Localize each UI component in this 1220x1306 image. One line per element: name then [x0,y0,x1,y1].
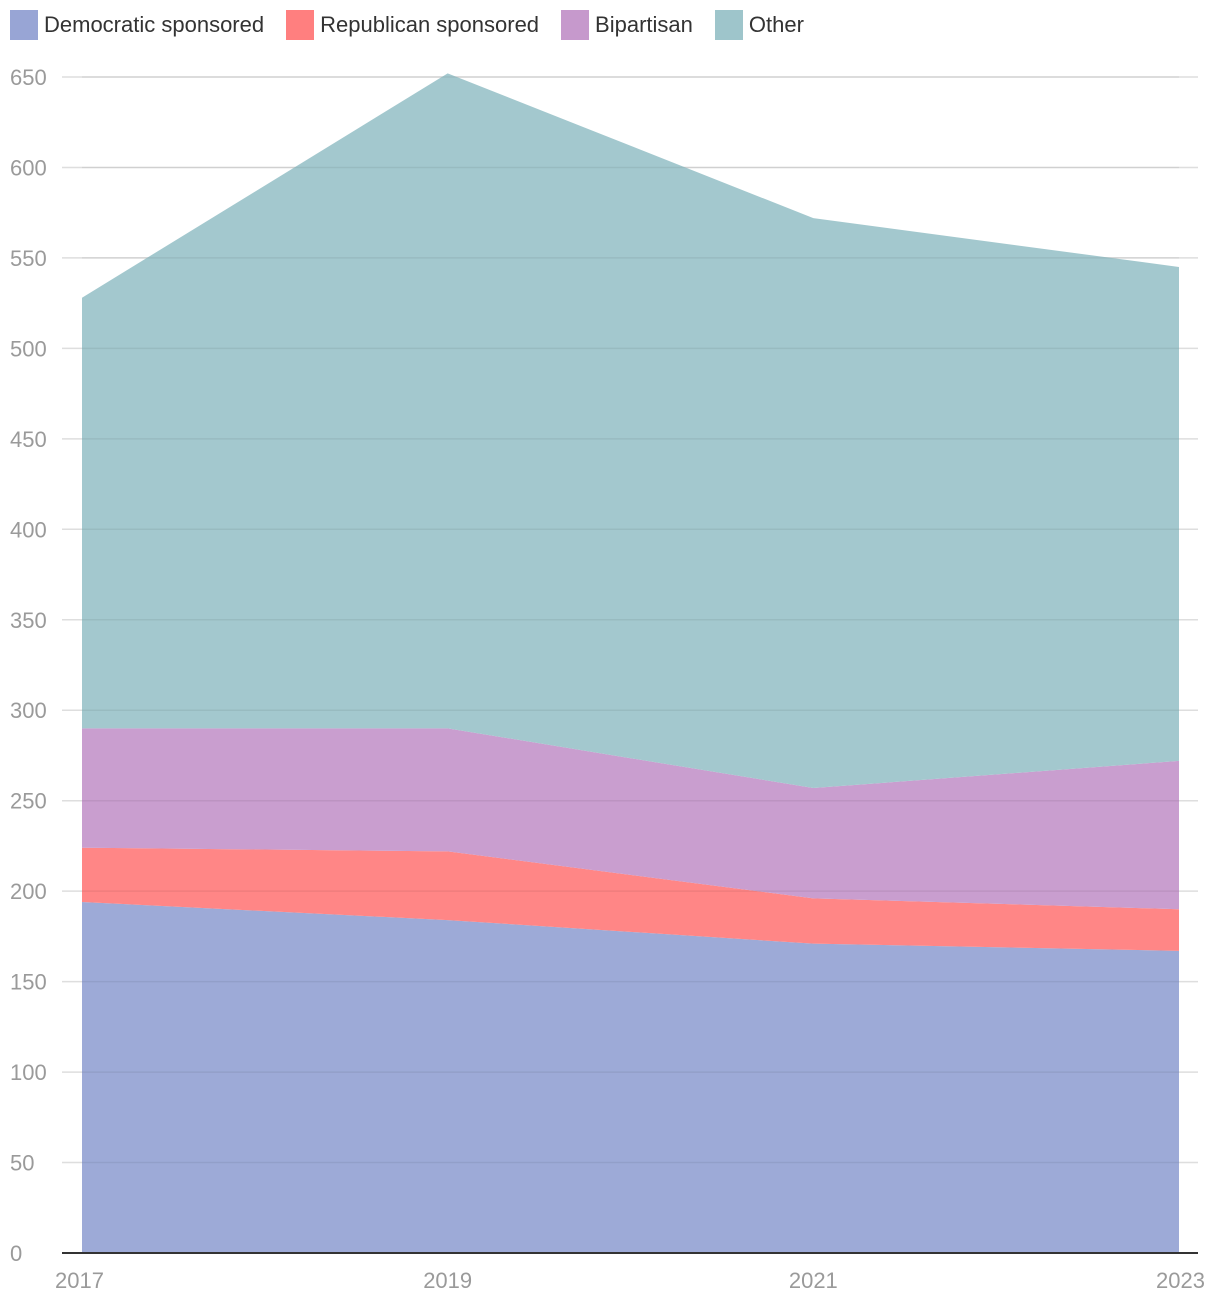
y-tick-label: 200 [10,879,47,904]
legend-label-republican: Republican sponsored [320,12,540,37]
area-series-3 [82,73,1179,789]
x-tick-label: 2017 [55,1268,104,1293]
y-tick-label: 50 [10,1151,34,1176]
y-tick-label: 150 [10,970,47,995]
legend: Democratic sponsored Republican sponsore… [10,10,826,40]
y-tick-label: 650 [10,65,47,90]
area-series-0 [82,902,1179,1253]
y-tick-label: 0 [10,1241,22,1266]
legend-item-republican: Republican sponsored [286,10,539,40]
legend-swatch-bipartisan [561,10,590,40]
axes: 0 50 100 150 200 250 300 350 400 450 500 550 600 650 2… [10,65,1205,1293]
legend-item-other: Other [714,10,804,40]
y-tick-label: 300 [10,698,47,723]
y-tick-label: 600 [10,155,47,180]
legend-swatch-democratic [10,10,38,40]
legend-swatch-republican [286,10,315,40]
legend-label-other: Other [748,12,804,37]
y-tick-label: 250 [10,789,47,814]
y-tick-label: 400 [10,517,47,542]
y-tick-label: 500 [10,336,47,361]
areas [82,73,1179,1253]
area-series-2 [82,728,1179,910]
legend-swatch-other [714,10,743,40]
y-tick-label: 350 [10,608,47,633]
y-tick-label: 450 [10,427,47,452]
x-tick-label: 2019 [423,1268,472,1293]
legend-label-democratic: Democratic sponsored [44,12,265,37]
y-tick-label: 550 [10,246,47,271]
x-tick-label: 2023 [1156,1268,1205,1293]
legend-label-bipartisan: Bipartisan [595,12,693,37]
legend-item-bipartisan: Bipartisan [561,10,693,40]
legend-item-democratic: Democratic sponsored [10,10,264,40]
x-tick-label: 2021 [789,1268,838,1293]
y-tick-label: 100 [10,1060,47,1085]
area-series-1 [82,847,1179,951]
